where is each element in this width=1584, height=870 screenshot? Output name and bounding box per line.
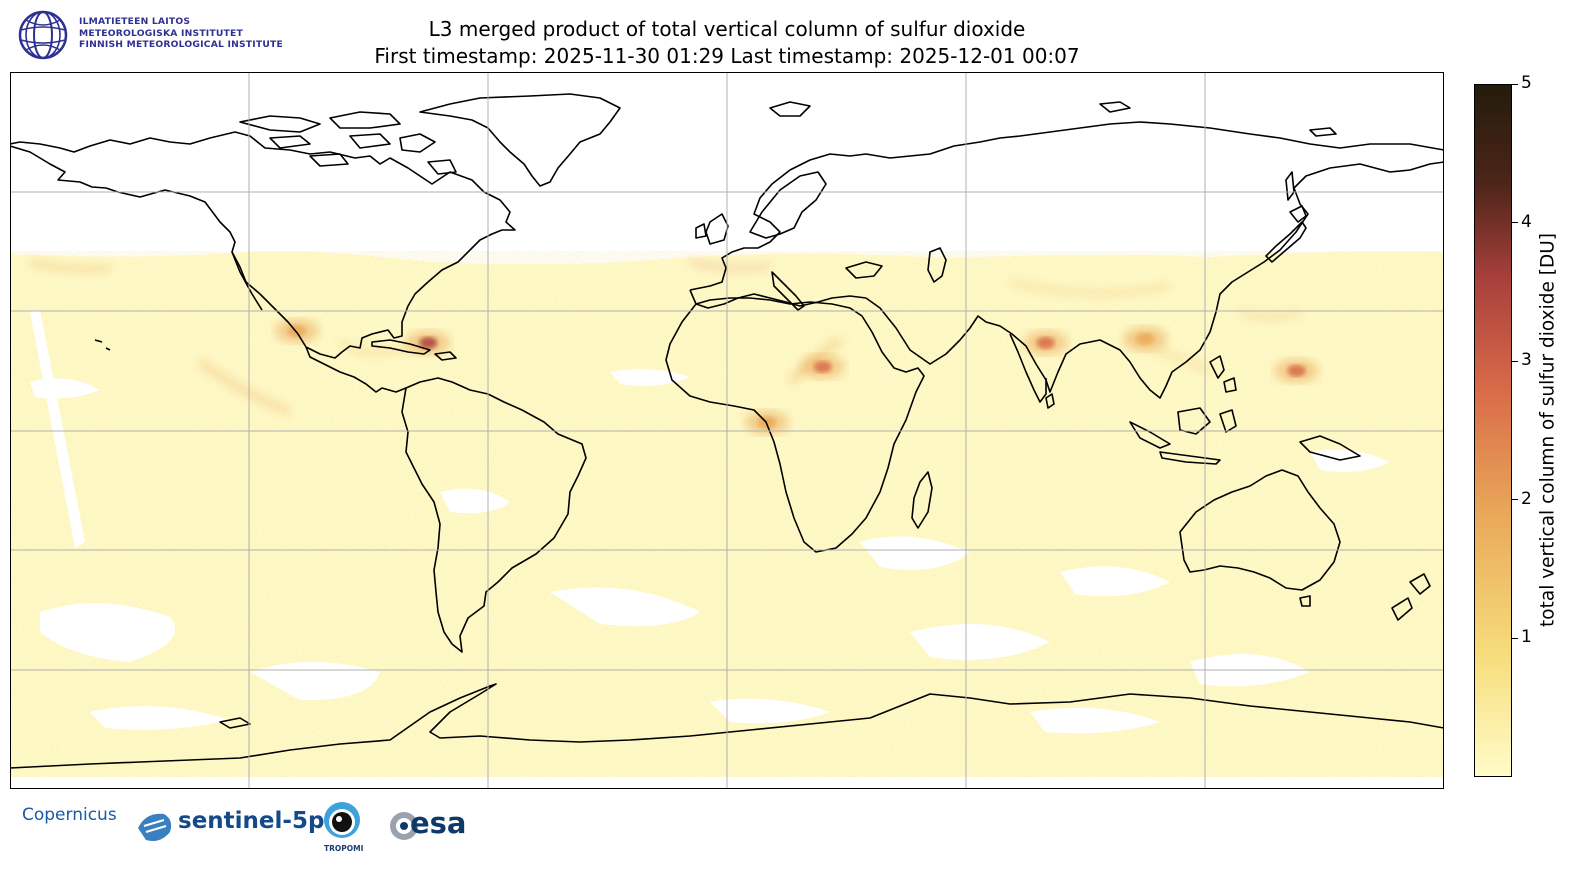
fmi-logo: ILMATIETEEN LAITOS METEOROLOGISKA INSTIT… xyxy=(18,10,298,60)
esa-emblem-icon xyxy=(390,812,418,840)
coast-asia xyxy=(865,161,1444,399)
colorbar-tick-label: 3 xyxy=(1521,350,1532,371)
so2-hotspot-core xyxy=(1136,332,1155,345)
coastlines xyxy=(10,93,1444,769)
esa-text: esa xyxy=(410,806,467,840)
coast-greenland xyxy=(419,93,621,187)
institute-name-en: FINNISH METEOROLOGICAL INSTITUTE xyxy=(79,39,283,50)
map-svg xyxy=(10,72,1444,789)
map-border xyxy=(10,72,1444,789)
coast-europe xyxy=(689,121,1444,291)
colorbar xyxy=(1474,84,1512,777)
copernicus-logo: Copernicus xyxy=(22,805,117,825)
fmi-globe-icon xyxy=(18,10,68,60)
coast-north-america xyxy=(10,131,516,359)
map-title: L3 merged product of total vertical colu… xyxy=(10,16,1444,70)
institute-name-fi: ILMATIETEEN LAITOS xyxy=(79,16,191,27)
coast-south-america xyxy=(401,377,587,653)
tropomi-text: TROPOMI xyxy=(324,844,364,853)
coast-central-america xyxy=(305,346,407,393)
world-map xyxy=(10,72,1444,789)
so2-hotspot-core xyxy=(1287,364,1306,377)
coast-africa xyxy=(665,297,925,553)
no-data-gaps xyxy=(30,310,1390,734)
title-line-2: First timestamp: 2025-11-30 01:29 Last t… xyxy=(374,44,1080,68)
colorbar-tick-mark xyxy=(1512,222,1518,224)
sentinel-text: sentinel-5p xyxy=(178,808,325,834)
colorbar-tick-mark xyxy=(1512,499,1518,501)
title-line-1: L3 merged product of total vertical colu… xyxy=(428,17,1026,41)
so2-hotspot-core xyxy=(419,336,438,349)
so2-hotspot-core xyxy=(813,360,832,373)
colorbar-tick-label: 5 xyxy=(1521,73,1532,93)
institute-name-sv: METEOROLOGISKA INSTITUTET xyxy=(79,27,243,39)
so2-hotspot-core xyxy=(1036,336,1055,349)
so2-streaks xyxy=(29,259,1301,415)
sentinel-satellite-icon xyxy=(138,813,172,841)
colorbar-tick-mark xyxy=(1512,83,1518,85)
colorbar-tick-mark xyxy=(1512,637,1518,639)
colorbar-tick-label: 4 xyxy=(1521,211,1532,232)
so2-hotspot-core xyxy=(287,324,306,337)
coast-antarctica xyxy=(10,683,1444,769)
colorbar-tick-mark xyxy=(1512,360,1518,362)
coast-australia xyxy=(1179,469,1341,591)
colorbar-tick-label: 2 xyxy=(1521,488,1532,509)
graticule xyxy=(10,72,1444,789)
tropomi-eye-icon xyxy=(324,802,360,838)
colorbar-tick-label: 1 xyxy=(1521,627,1532,648)
copernicus-text: Copernicus xyxy=(22,805,117,825)
colorbar-label: total vertical column of sulfur dioxide … xyxy=(1537,233,1559,627)
